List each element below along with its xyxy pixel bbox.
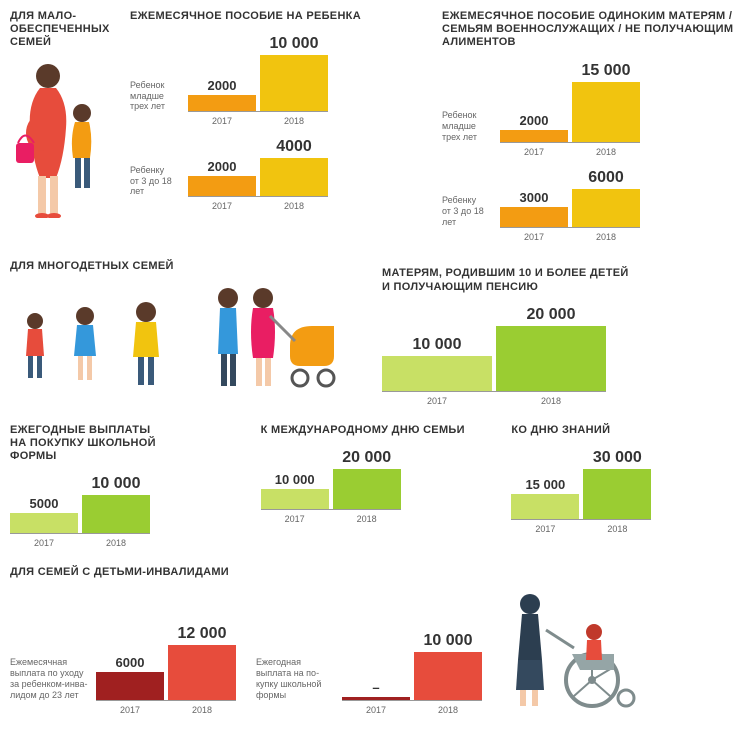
bar-c1-2018: [260, 55, 328, 111]
chart-disabled-monthly: 6000 12 000 2017 2018: [96, 625, 236, 715]
label-monthly-care: Ежемесячная выплата по уходу за ребенком…: [10, 657, 88, 700]
bar-c8-2018: [583, 469, 651, 519]
bar-c5-2018: [496, 326, 606, 391]
value-c1-2017: 2000: [208, 78, 237, 93]
bar-c6-2017: [10, 513, 78, 533]
chart-disabled-annual: – 10 000 2017 2018: [342, 632, 482, 715]
value-c4-2017: 3000: [520, 190, 549, 205]
value-c3-2017: 2000: [520, 113, 549, 128]
bar-c9-2018: [168, 645, 236, 700]
bar-c8-2017: [511, 494, 579, 519]
label-annual-uniform-disabled: Ежегодная выплата на по- купку школьной …: [256, 657, 334, 700]
value-c5-2017: 10 000: [413, 336, 462, 354]
title-single-mothers: ЕЖЕМЕСЯЧНОЕ ПОСОБИЕ ОДИНОКИМ МАТЕРЯМ / С…: [442, 10, 744, 50]
bar-c5-2017: [382, 356, 492, 391]
value-c9-2018: 12 000: [178, 625, 227, 643]
title-mothers-10children: МАТЕРЯМ, РОДИВШИМ 10 И БОЛЕЕ ДЕТЕЙ И ПОЛ…: [382, 267, 744, 293]
section-large-families: ДЛЯ МНОГОДЕТНЫХ СЕМЕЙ: [10, 260, 744, 406]
pregnant-mother-child-icon: [10, 58, 120, 223]
chart-under3-left: Ребенок младше трех лет 2000 10 000 2017…: [130, 35, 432, 126]
title-large-families: ДЛЯ МНОГОДЕТНЫХ СЕМЕЙ: [10, 260, 372, 273]
chart-knowledge-day: 15 000 30 000 2017 2018: [511, 449, 744, 534]
value-c9-2017: 6000: [116, 655, 145, 670]
year-2017: 2017: [188, 116, 256, 126]
title-monthly-child-benefit: ЕЖЕМЕСЯЧНОЕ ПОСОБИЕ НА РЕБЕНКА: [130, 10, 432, 23]
value-c4-2018: 6000: [588, 169, 624, 187]
bar-c9-2017: [96, 672, 164, 700]
chart-family-day: 10 000 20 000 2017 2018: [261, 449, 494, 524]
value-c3-2018: 15 000: [582, 62, 631, 80]
label-3to18: Ребенку от 3 до 18 лет: [130, 165, 180, 197]
bar-c4-2018: [572, 189, 640, 227]
section-annual-payments: ЕЖЕГОДНЫЕ ВЫПЛАТЫ НА ПОКУПКУ ШКОЛЬНОЙ ФО…: [10, 424, 744, 549]
bar-c3-2018: [572, 82, 640, 142]
year-2018: 2018: [260, 116, 328, 126]
label-under3: Ребенок младше трех лет: [130, 80, 180, 112]
value-c7-2017: 10 000: [275, 472, 315, 487]
title-knowledge-day: КО ДНЮ ЗНАНИЙ: [511, 424, 744, 437]
bar-c10-2017: [342, 697, 410, 700]
chart-school-uniform: 5000 10 000 2017 2018: [10, 475, 243, 548]
value-c6-2018: 10 000: [92, 475, 141, 493]
value-c6-2017: 5000: [30, 496, 59, 511]
value-c2-2017: 2000: [208, 159, 237, 174]
value-c1-2018: 10 000: [270, 35, 319, 53]
bar-c2-2018: [260, 158, 328, 196]
bar-c6-2018: [82, 495, 150, 533]
value-c2-2018: 4000: [276, 138, 312, 156]
chart-mothers-pension: 10 000 20 000 2017 2018: [382, 306, 744, 406]
chart-3to18-right: Ребенку от 3 до 18 лет 3000 6000 2017 20…: [442, 169, 744, 242]
family-stroller-icon: [10, 281, 372, 406]
value-c8-2017: 15 000: [525, 477, 565, 492]
value-c7-2018: 20 000: [342, 449, 391, 467]
bar-c7-2018: [333, 469, 401, 509]
woman-wheelchair-icon: [502, 590, 642, 715]
title-low-income: ДЛЯ МАЛО- ОБЕСПЕЧЕННЫХ СЕМЕЙ: [10, 10, 120, 50]
bar-c7-2017: [261, 489, 329, 509]
section-low-income: ДЛЯ МАЛО- ОБЕСПЕЧЕННЫХ СЕМЕЙ: [10, 10, 744, 242]
title-family-day: К МЕЖДУНАРОДНОМУ ДНЮ СЕМЬИ: [261, 424, 494, 437]
value-c5-2018: 20 000: [527, 306, 576, 324]
bar-c4-2017: [500, 207, 568, 227]
section-disabled-children: ДЛЯ СЕМЕЙ С ДЕТЬМИ-ИНВАЛИДАМИ Ежемесячна…: [10, 566, 744, 714]
title-disabled-children: ДЛЯ СЕМЕЙ С ДЕТЬМИ-ИНВАЛИДАМИ: [10, 566, 744, 579]
title-school-uniform: ЕЖЕГОДНЫЕ ВЫПЛАТЫ НА ПОКУПКУ ШКОЛЬНОЙ ФО…: [10, 424, 243, 464]
bar-c1-2017: [188, 95, 256, 111]
value-c8-2018: 30 000: [593, 449, 642, 467]
chart-3to18-left: Ребенку от 3 до 18 лет 2000 4000 2017 20…: [130, 138, 432, 211]
bar-c2-2017: [188, 176, 256, 196]
bar-c3-2017: [500, 130, 568, 142]
value-c10-2018: 10 000: [424, 632, 473, 650]
value-c10-2017: –: [372, 680, 379, 695]
chart-under3-right: Ребенок младше трех лет 2000 15 000 2017…: [442, 62, 744, 157]
bar-c10-2018: [414, 652, 482, 700]
